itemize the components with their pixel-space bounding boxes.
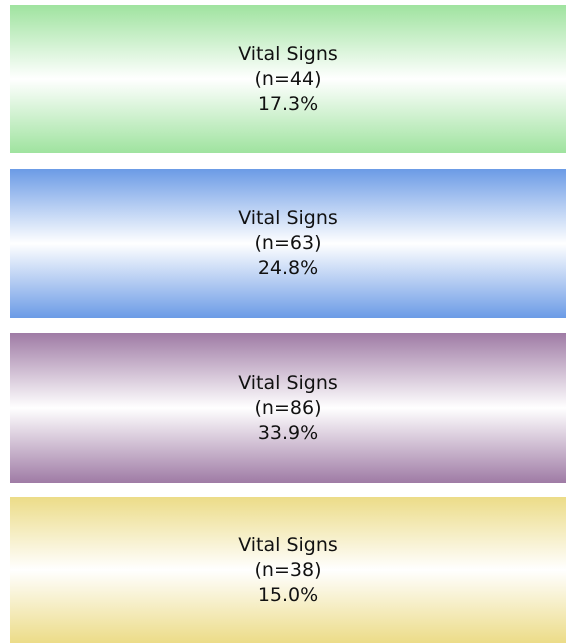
box-label: Vital Signs [238,371,338,394]
box-count: (n=63) [254,232,322,254]
category-box: Vital Signs (n=38) 15.0% [10,497,566,643]
category-box: Vital Signs (n=86) 33.9% [10,333,566,483]
box-percent: 24.8% [257,257,319,279]
box-percent: 15.0% [257,583,319,606]
box-percent: 33.9% [257,421,319,444]
box-count: (n=86) [254,396,322,419]
category-box: Vital Signs (n=63) 24.8% [10,169,566,318]
box-label: Vital Signs [238,207,338,229]
box-label: Vital Signs [238,533,338,556]
box-count: (n=44) [254,67,322,90]
category-box: Vital Signs (n=44) 17.3% [10,5,566,153]
box-count: (n=38) [254,558,322,581]
box-percent: 17.3% [257,92,319,115]
box-label: Vital Signs [238,42,338,65]
